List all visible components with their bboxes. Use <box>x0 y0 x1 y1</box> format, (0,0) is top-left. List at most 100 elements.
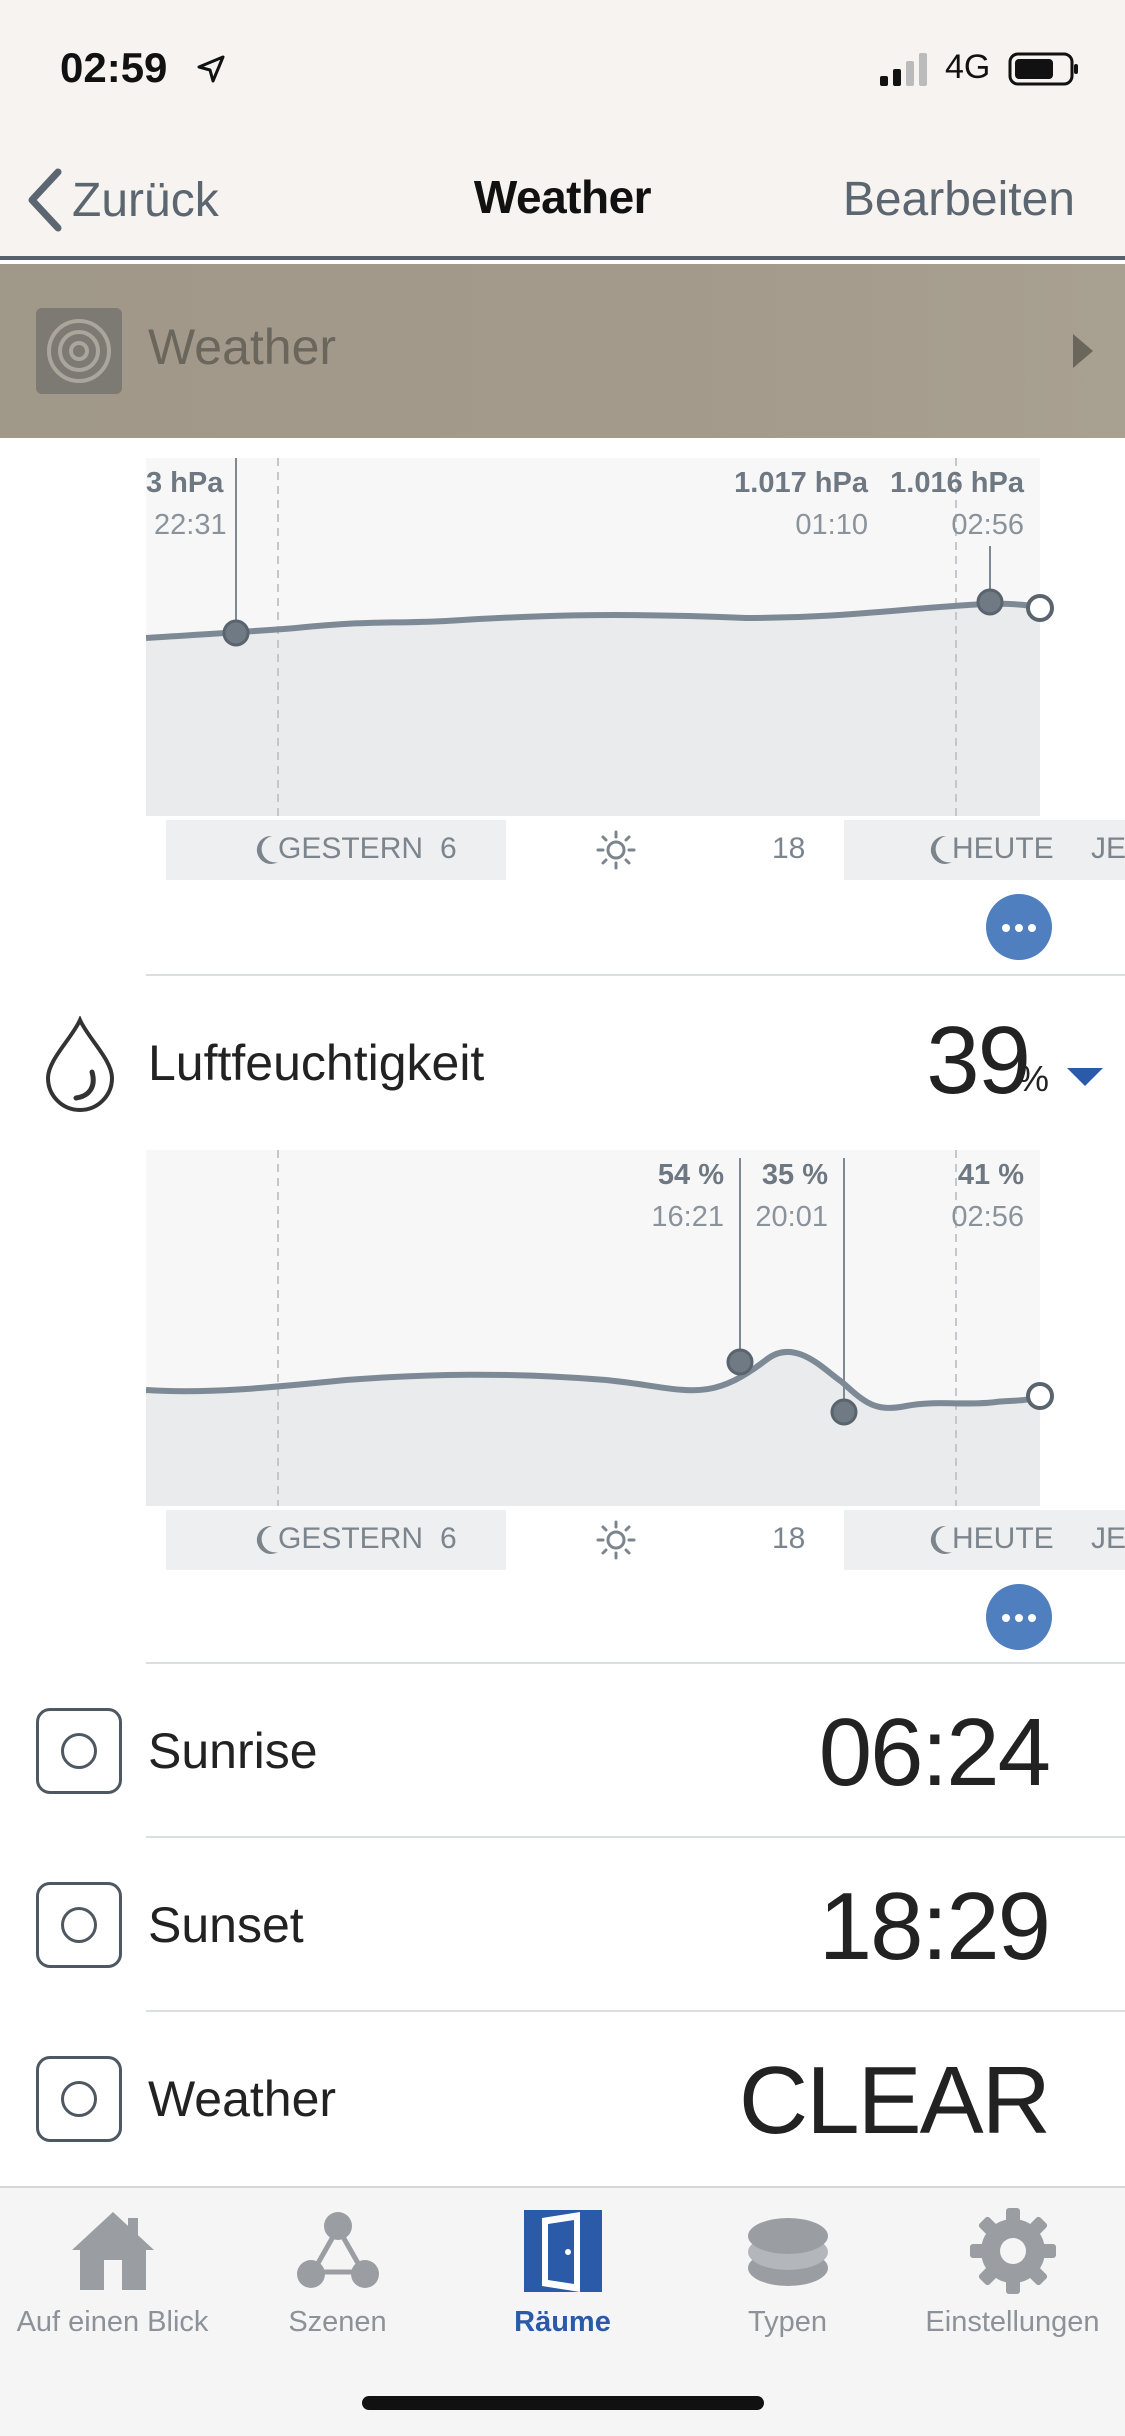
marker-value: 1.017 hPa <box>734 467 869 499</box>
label-jetzt: JETZT <box>1091 1522 1125 1555</box>
marker-value: 1.016 hPa <box>890 467 1025 499</box>
back-button[interactable]: Zurück <box>24 168 219 232</box>
moon-icon <box>930 835 952 864</box>
humidity-area <box>146 1351 1040 1506</box>
tab-auf-einen-blick[interactable]: Auf einen Blick <box>0 2206 225 2346</box>
humidity-unit: % <box>1016 1058 1049 1099</box>
chevron-left-icon <box>28 168 62 232</box>
label-hour-6: 6 <box>440 1522 457 1555</box>
data-point[interactable] <box>222 619 250 647</box>
more-options-button[interactable] <box>986 894 1052 960</box>
pressure-line <box>146 600 1042 641</box>
night-band <box>844 820 1125 880</box>
night-band <box>166 820 506 880</box>
marker-time: 16:21 <box>651 1201 724 1233</box>
disclosure-arrow-icon <box>1073 334 1093 368</box>
edit-button[interactable]: Bearbeiten <box>842 173 1075 226</box>
tab-typen[interactable]: Typen <box>675 2206 900 2346</box>
room-header[interactable]: Weather <box>0 264 1125 438</box>
list-item-weather[interactable]: Weather CLEAR <box>0 2012 1125 2184</box>
humidity-line <box>146 1349 1042 1411</box>
marker-value: 35 % <box>762 1159 828 1191</box>
current-point[interactable] <box>1026 1382 1054 1410</box>
time-axis: GESTERN 6 18 HEUTE JETZT <box>166 1510 1125 1570</box>
caret-down-icon[interactable] <box>1067 1068 1103 1088</box>
moon-icon <box>256 1525 278 1554</box>
battery-icon <box>1008 52 1078 86</box>
time-axis: GESTERN 6 18 HEUTE JETZT <box>166 820 1125 880</box>
tab-label: Räume <box>514 2306 611 2338</box>
marker-value: 54 % <box>658 1159 724 1191</box>
back-label: Zurück <box>72 173 219 227</box>
label-gestern: GESTERN <box>278 832 424 865</box>
data-point[interactable] <box>726 1348 754 1376</box>
location-arrow-icon <box>197 55 225 83</box>
room-title: Weather <box>148 319 337 375</box>
home-indicator[interactable] <box>362 2396 764 2410</box>
row-value: 18:29 <box>818 1873 1051 1980</box>
marker-time: 01:10 <box>795 509 868 541</box>
sun-icon <box>596 830 636 870</box>
gear-icon <box>969 2208 1056 2294</box>
row-label: Weather <box>148 2071 337 2127</box>
list-item-sunrise[interactable]: Sunrise 06:24 <box>0 1664 1125 1836</box>
tab-label: Szenen <box>288 2306 387 2338</box>
droplet-icon <box>45 1016 115 1112</box>
tab-szenen[interactable]: Szenen <box>225 2206 450 2346</box>
row-value: 06:24 <box>818 1699 1051 1806</box>
humidity-value: 39 <box>926 1007 1031 1114</box>
moon-icon <box>256 835 278 864</box>
label-heute: HEUTE <box>952 1522 1054 1555</box>
label-jetzt: JETZT <box>1091 832 1125 865</box>
label-hour-18: 18 <box>772 832 806 865</box>
label-heute: HEUTE <box>952 832 1054 865</box>
navigation-header: 02:59 4G Zurück Weather Bearbeiten <box>0 0 1125 260</box>
list-item-sunset[interactable]: Sunset 18:29 <box>0 1838 1125 2010</box>
more-options-button[interactable] <box>986 1584 1052 1650</box>
tab-label: Einstellungen <box>925 2306 1100 2338</box>
row-label: Sunrise <box>148 1723 318 1779</box>
marker-value: 41 % <box>958 1159 1024 1191</box>
humidity-row[interactable]: Luftfeuchtigkeit 39 % <box>0 976 1125 1148</box>
marker-time: 02:56 <box>951 1201 1024 1233</box>
marker-time: 02:56 <box>951 509 1024 541</box>
sensor-icon <box>36 1882 122 1968</box>
status-time: 02:59 <box>60 44 168 91</box>
marker-time: 20:01 <box>755 1201 828 1233</box>
house-icon <box>71 2212 154 2290</box>
label-hour-18: 18 <box>772 1522 806 1555</box>
scenes-icon <box>296 2212 379 2288</box>
weather-device-icon <box>36 308 122 394</box>
layers-icon <box>747 2218 828 2286</box>
label-gestern: GESTERN <box>278 1522 424 1555</box>
tab-bar: Auf einen Blick Szenen Räume Typen <box>0 2186 1125 2436</box>
humidity-chart[interactable]: 54 % 16:21 35 % 20:01 41 % 02:56 <box>146 1150 1125 1506</box>
sensor-icon <box>36 2056 122 2142</box>
page-title: Weather <box>473 171 652 223</box>
row-label: Sunset <box>148 1897 304 1953</box>
marker-value: 3 hPa <box>146 467 224 499</box>
network-type: 4G <box>945 48 991 86</box>
divider <box>146 2010 1125 2012</box>
night-band <box>166 1510 506 1570</box>
label-hour-6: 6 <box>440 832 457 865</box>
door-icon <box>523 2210 602 2292</box>
tab-label: Typen <box>748 2306 827 2338</box>
tab-raeume[interactable]: Räume <box>450 2206 675 2346</box>
pressure-chart[interactable]: 3 hPa 22:31 1.017 hPa 01:10 1.016 hPa 02… <box>146 458 1125 816</box>
marker-time: 22:31 <box>154 509 227 541</box>
humidity-label: Luftfeuchtigkeit <box>148 1035 485 1091</box>
data-point[interactable] <box>830 1398 858 1426</box>
row-value: CLEAR <box>738 2047 1051 2154</box>
tab-label: Auf einen Blick <box>16 2306 209 2338</box>
divider <box>146 974 1125 976</box>
sensor-icon <box>36 1708 122 1794</box>
pressure-area <box>146 603 1040 816</box>
tab-einstellungen[interactable]: Einstellungen <box>900 2206 1125 2346</box>
data-point[interactable] <box>976 588 1004 616</box>
night-band <box>844 1510 1125 1570</box>
signal-icon <box>880 53 927 86</box>
moon-icon <box>930 1525 952 1554</box>
divider <box>146 1836 1125 1838</box>
current-point[interactable] <box>1026 594 1054 622</box>
